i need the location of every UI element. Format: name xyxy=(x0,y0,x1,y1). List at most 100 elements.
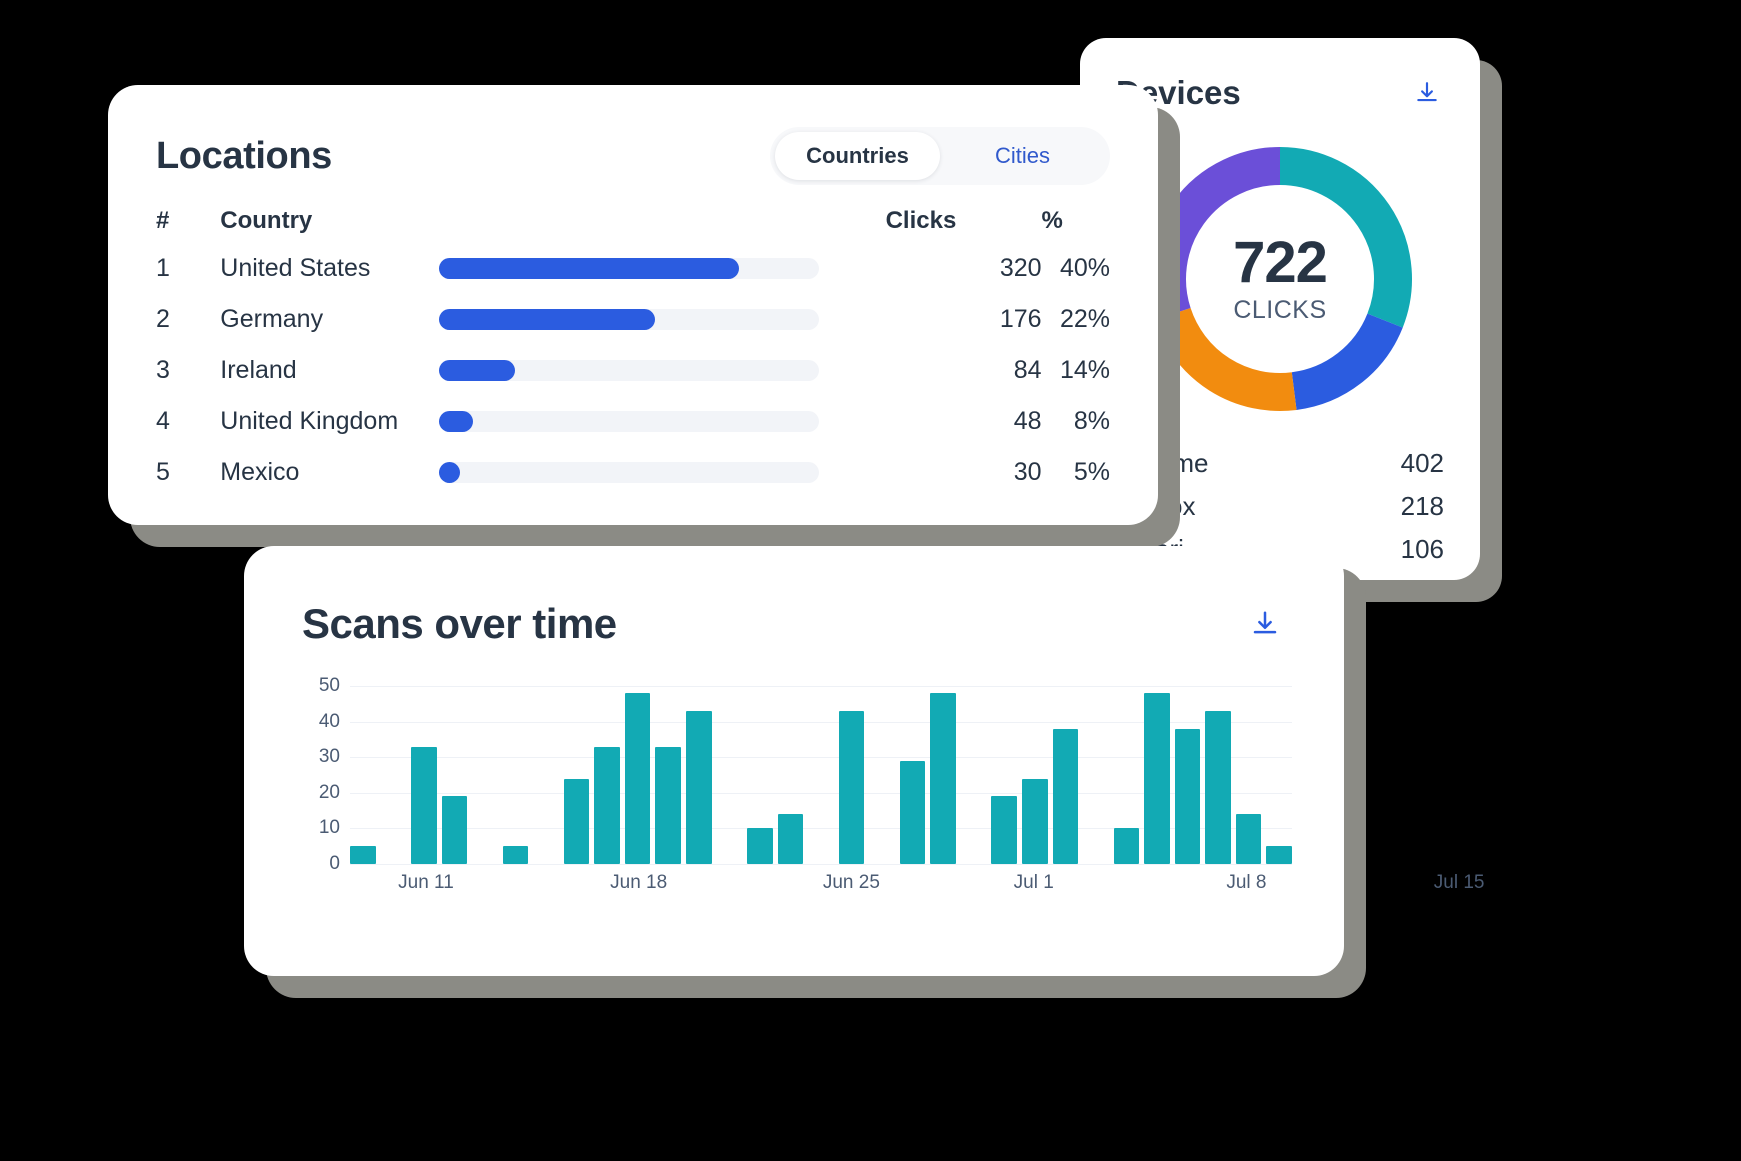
table-row[interactable]: 3 Ireland 84 14% xyxy=(108,345,1158,396)
bar[interactable] xyxy=(930,693,956,864)
bar[interactable] xyxy=(350,846,376,864)
devices-donut-chart: 722 CLICKS xyxy=(1135,134,1425,424)
column-header-bar xyxy=(439,207,886,243)
download-icon[interactable] xyxy=(1246,605,1284,643)
gridline xyxy=(350,686,1292,687)
gridline xyxy=(350,864,1292,865)
bar[interactable] xyxy=(1144,693,1170,864)
bar[interactable] xyxy=(1052,728,1079,864)
locations-table-header-row: # Country Clicks % xyxy=(108,207,1158,243)
locations-segmented-control[interactable]: Countries Cities xyxy=(770,127,1110,185)
locations-header: Locations Countries Cities xyxy=(108,85,1158,185)
tab-countries[interactable]: Countries xyxy=(775,132,940,180)
donut-segment-teal[interactable] xyxy=(1279,147,1412,328)
bar[interactable] xyxy=(411,746,437,864)
table-row[interactable]: 2 Germany 176 22% xyxy=(108,294,1158,345)
row-rank: 4 xyxy=(156,407,170,435)
y-axis-tick-label: 0 xyxy=(329,853,340,874)
row-bar-track xyxy=(438,258,819,279)
device-value: 402 xyxy=(1400,448,1444,478)
bar[interactable] xyxy=(1022,778,1048,864)
locations-title: Locations xyxy=(156,134,332,177)
row-clicks: 320 xyxy=(999,254,1042,282)
row-bar-cell xyxy=(438,447,886,498)
locations-card: Locations Countries Cities # Country Cli… xyxy=(108,85,1158,525)
bar[interactable] xyxy=(1174,728,1201,864)
table-row[interactable]: 1 United States 320 40% xyxy=(108,243,1158,294)
bar[interactable] xyxy=(777,814,804,864)
donut-svg xyxy=(1148,147,1412,411)
row-percent: 14% xyxy=(1059,356,1110,384)
bar[interactable] xyxy=(747,828,773,864)
y-axis-tick-label: 50 xyxy=(318,675,340,696)
bar[interactable] xyxy=(655,746,682,864)
scans-title: Scans over time xyxy=(302,600,617,647)
row-bar-fill xyxy=(438,309,656,330)
scans-header: Scans over time xyxy=(244,546,1344,648)
table-row[interactable]: 4 United Kingdom 48 8% xyxy=(108,396,1158,447)
table-row[interactable]: 5 Mexico 30 5% xyxy=(108,447,1158,498)
row-bar-fill xyxy=(438,360,515,381)
bar[interactable] xyxy=(563,778,590,864)
scans-chart: 0 10 20 30 40 50 Jun 11 Jun 18 Jun 25 Jul 1 Jul 8… xyxy=(302,675,1485,893)
y-axis-tick-label: 30 xyxy=(318,746,340,768)
bar[interactable] xyxy=(1266,846,1292,864)
row-percent: 5% xyxy=(1073,458,1110,486)
donut-segment-blue[interactable] xyxy=(1291,313,1403,410)
donut-segment-purple[interactable] xyxy=(1148,147,1281,320)
column-header-clicks: Clicks xyxy=(885,207,957,234)
donut-segment-orange[interactable] xyxy=(1154,307,1297,411)
bar[interactable] xyxy=(1113,828,1140,864)
row-bar-track xyxy=(438,309,819,330)
bar[interactable] xyxy=(502,846,529,864)
x-axis-tick-label: Jul 15 xyxy=(1433,872,1485,893)
bar[interactable] xyxy=(991,796,1018,864)
row-country: Germany xyxy=(220,305,324,333)
scans-bars xyxy=(350,686,1292,864)
bar[interactable] xyxy=(686,710,712,864)
row-rank: 1 xyxy=(156,254,170,282)
donut-total-value: 722 xyxy=(1233,229,1328,295)
download-icon[interactable] xyxy=(1410,76,1444,110)
row-clicks: 84 xyxy=(1013,356,1042,384)
gridline xyxy=(350,757,1292,759)
tab-cities[interactable]: Cities xyxy=(940,132,1105,180)
row-bar-fill xyxy=(438,258,739,279)
x-axis-tick-label: Jul 1 xyxy=(1013,872,1054,893)
bar[interactable] xyxy=(1205,710,1231,864)
row-rank: 2 xyxy=(156,305,170,333)
x-axis-tick-label: Jun 11 xyxy=(398,872,454,893)
row-bar-fill xyxy=(438,462,460,483)
row-clicks: 48 xyxy=(1013,407,1042,435)
device-value: 218 xyxy=(1400,491,1444,521)
bar[interactable] xyxy=(441,796,468,864)
row-country: Ireland xyxy=(220,356,297,384)
bar[interactable] xyxy=(594,746,620,864)
gridline xyxy=(350,792,1292,794)
list-item: Chrome 402 xyxy=(1116,442,1444,485)
row-bar-fill xyxy=(438,411,473,432)
row-bar-cell xyxy=(438,294,886,345)
bar[interactable] xyxy=(624,693,651,864)
row-clicks: 176 xyxy=(999,305,1042,333)
bar[interactable] xyxy=(899,760,926,864)
column-header-percent: % xyxy=(1041,207,1063,234)
scans-plot-area: 0 10 20 30 40 50 xyxy=(319,675,1292,874)
scans-card: Scans over time 0 10 20 30 40 50 Jun 11 Jun 18… xyxy=(244,546,1485,976)
row-bar-cell xyxy=(438,243,886,294)
bar[interactable] xyxy=(838,710,865,864)
x-axis-tick-label: Jun 25 xyxy=(822,872,880,893)
scans-x-axis: Jun 11 Jun 18 Jun 25 Jul 1 Jul 8 Jul 15 xyxy=(350,872,1484,900)
bar[interactable] xyxy=(1235,814,1262,864)
y-axis-tick-label: 10 xyxy=(318,817,340,839)
row-bar-cell xyxy=(438,396,886,447)
x-axis-tick-label: Jul 8 xyxy=(1226,872,1267,893)
row-bar-track xyxy=(438,360,819,381)
row-percent: 22% xyxy=(1059,305,1110,333)
device-value: 106 xyxy=(1400,534,1444,564)
gridline xyxy=(350,828,1292,830)
row-country: United Kingdom xyxy=(220,407,399,435)
row-clicks: 30 xyxy=(1013,458,1042,486)
column-header-country: Country xyxy=(220,207,313,234)
